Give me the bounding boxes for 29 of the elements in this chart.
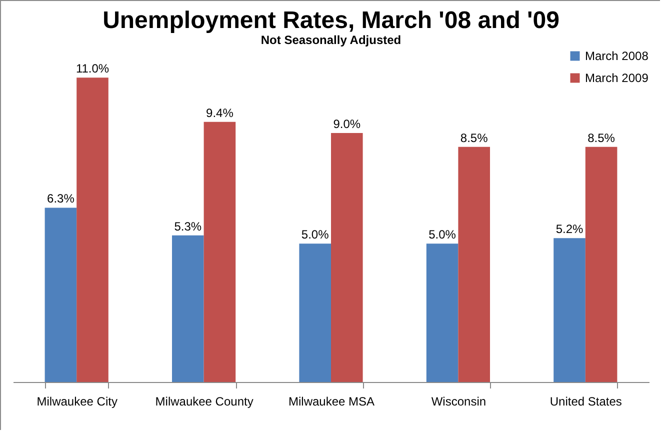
bar — [331, 133, 363, 382]
x-tick-label: United States — [550, 394, 622, 408]
bar — [585, 146, 618, 382]
bar — [44, 208, 77, 382]
data-label: 5.3% — [174, 219, 202, 234]
bar — [172, 235, 204, 382]
bar — [204, 122, 236, 382]
bar — [458, 146, 490, 382]
data-label: 9.4% — [206, 106, 234, 120]
bar — [299, 244, 331, 382]
data-label: 5.0% — [428, 228, 456, 242]
data-label: 5.2% — [556, 222, 584, 236]
data-label: 8.5% — [588, 130, 616, 145]
data-label: 5.0% — [301, 228, 330, 242]
legend-label: March 2009 — [585, 71, 649, 85]
data-label: 8.5% — [460, 130, 488, 145]
legend-label: March 2008 — [585, 49, 649, 63]
chart-title: Unemployment Rates, March '08 and '09 — [102, 7, 560, 34]
bar — [426, 244, 458, 382]
x-tick-label: Wisconsin — [431, 394, 486, 408]
bar — [76, 78, 108, 382]
x-tick-label: Milwaukee MSA — [288, 394, 375, 408]
data-label: 6.3% — [47, 192, 75, 206]
data-label: 11.0% — [76, 62, 110, 76]
chart-subtitle: Not Seasonally Adjusted — [260, 33, 402, 47]
data-label: 9.0% — [333, 117, 361, 131]
x-tick-label: Milwaukee County — [155, 394, 254, 408]
x-tick-label: Milwaukee City — [36, 394, 118, 408]
bar — [554, 238, 586, 382]
